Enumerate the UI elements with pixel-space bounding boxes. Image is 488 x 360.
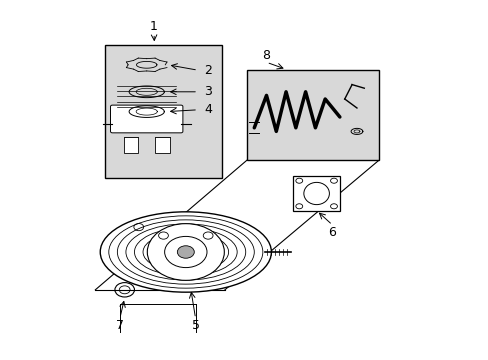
Text: 1: 1 [150, 21, 158, 33]
FancyBboxPatch shape [110, 105, 183, 133]
Text: 6: 6 [328, 226, 336, 239]
Ellipse shape [100, 212, 271, 292]
Bar [155, 137, 169, 153]
Bar [123, 137, 138, 153]
Text: 4: 4 [203, 103, 211, 116]
Bar [246, 70, 378, 160]
Circle shape [177, 246, 194, 258]
Text: 8: 8 [262, 49, 270, 62]
Text: 3: 3 [203, 85, 211, 98]
Circle shape [147, 224, 224, 280]
Bar [293, 176, 339, 211]
Circle shape [164, 237, 206, 267]
Text: 2: 2 [203, 64, 211, 77]
Bar [105, 45, 222, 178]
Ellipse shape [303, 183, 329, 204]
Text: 7: 7 [116, 319, 123, 332]
Text: 5: 5 [191, 319, 199, 332]
